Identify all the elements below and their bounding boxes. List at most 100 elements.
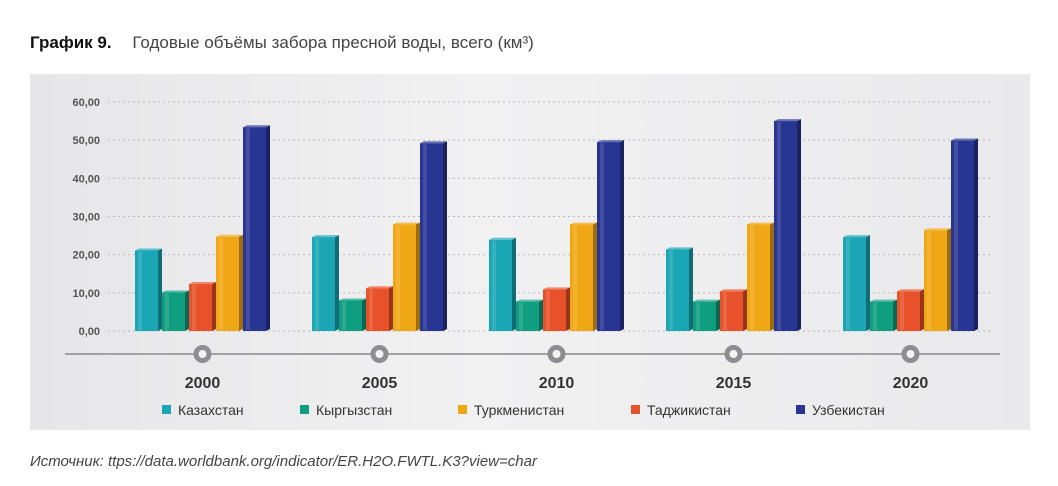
legend-label: Туркменистан xyxy=(474,402,564,418)
legend-label: Казахстан xyxy=(178,402,244,418)
legend-label: Кыргызстан xyxy=(316,402,392,418)
bar-side xyxy=(866,235,870,331)
bar-top xyxy=(693,299,720,302)
chart-panel: 0,00 10,00 20,00 30,00 40,00 50,00 60,00 2000 20… xyxy=(30,74,1030,430)
bar-side xyxy=(893,299,897,331)
bar-top xyxy=(870,299,897,302)
bar-highlight xyxy=(519,302,523,330)
bar-top xyxy=(420,141,447,144)
bar-highlight xyxy=(669,250,673,330)
bar-top xyxy=(489,237,516,240)
bar-side xyxy=(362,298,366,331)
bar-highlight xyxy=(954,141,958,330)
figure-title: Годовые объёмы забора пресной воды, всег… xyxy=(132,33,534,52)
bar-side xyxy=(920,289,924,331)
bar-top xyxy=(366,286,393,289)
bar-highlight xyxy=(315,238,319,330)
bar-side xyxy=(443,141,447,331)
bar-top xyxy=(339,298,366,301)
bar-highlight xyxy=(192,285,196,330)
bar-highlight xyxy=(573,225,577,330)
bar-side xyxy=(689,247,693,331)
bar-highlight xyxy=(423,144,427,330)
bar-top xyxy=(570,222,597,225)
bar-top xyxy=(216,234,243,237)
bar-highlight xyxy=(873,302,877,330)
bar-side xyxy=(416,222,420,331)
legend-swatch xyxy=(796,405,805,414)
legend-label: Таджикистан xyxy=(647,402,731,418)
bar-top xyxy=(666,247,693,250)
bar-side xyxy=(743,289,747,331)
bar-highlight xyxy=(369,289,373,330)
y-tick-label: 30,00 xyxy=(72,212,100,224)
y-tick-label: 20,00 xyxy=(72,250,100,262)
x-tick-label: 2015 xyxy=(716,375,752,392)
timeline-marker-hole xyxy=(729,350,738,358)
bar-side xyxy=(593,222,597,331)
bar-top xyxy=(924,228,951,231)
bar-side xyxy=(512,237,516,331)
y-tick-label: 40,00 xyxy=(72,173,100,185)
bar-highlight xyxy=(900,292,904,330)
bar-highlight xyxy=(696,302,700,330)
bar-top xyxy=(951,138,978,141)
bar-top xyxy=(243,125,270,128)
bar-highlight xyxy=(927,231,931,330)
bar-top xyxy=(747,222,774,225)
bar-side xyxy=(620,140,624,331)
bar-top xyxy=(135,248,162,251)
bar-side xyxy=(158,248,162,331)
bar-side xyxy=(335,235,339,331)
bar-highlight xyxy=(342,301,346,330)
bar-highlight xyxy=(600,143,604,330)
bar-top xyxy=(774,119,801,122)
legend-swatch xyxy=(631,405,640,414)
source-note: Источник: ttps://data.worldbank.org/indi… xyxy=(30,453,537,470)
bar-top xyxy=(516,299,543,302)
bar-side xyxy=(566,287,570,331)
bar-side xyxy=(539,299,543,331)
bar-top xyxy=(843,235,870,238)
bar-highlight xyxy=(165,293,169,330)
bar-highlight xyxy=(219,237,223,330)
bar-side xyxy=(239,234,243,331)
bar-highlight xyxy=(246,128,250,330)
bar-side xyxy=(947,228,951,331)
bar-side xyxy=(266,125,270,331)
bar-chart: 0,00 10,00 20,00 30,00 40,00 50,00 60,00 2000 20… xyxy=(65,97,1000,418)
timeline-marker-hole xyxy=(375,350,384,358)
bar-highlight xyxy=(777,122,781,330)
bar-top xyxy=(720,289,747,292)
bar-side xyxy=(797,119,801,331)
bar-side xyxy=(389,286,393,331)
legend-swatch xyxy=(300,405,309,414)
x-tick-label: 2000 xyxy=(185,375,221,392)
bar-top xyxy=(543,287,570,290)
legend-swatch xyxy=(458,405,467,414)
bar-side xyxy=(212,282,216,331)
bar-top xyxy=(897,289,924,292)
bar-top xyxy=(189,282,216,285)
bar-highlight xyxy=(396,225,400,330)
bar-highlight xyxy=(546,290,550,330)
legend-swatch xyxy=(162,405,171,414)
bar-side xyxy=(770,222,774,331)
y-tick-label: 0,00 xyxy=(79,326,100,338)
x-tick-label: 2005 xyxy=(362,375,398,392)
timeline-marker-hole xyxy=(906,350,915,358)
y-tick-label: 10,00 xyxy=(72,288,100,300)
legend-label: Узбекистан xyxy=(812,402,885,418)
bar-side xyxy=(185,290,189,331)
bar-highlight xyxy=(846,238,850,330)
bar-highlight xyxy=(492,240,496,330)
timeline-marker-hole xyxy=(198,350,207,358)
x-tick-label: 2020 xyxy=(893,375,929,392)
x-tick-label: 2010 xyxy=(539,375,575,392)
bar-top xyxy=(312,235,339,238)
y-tick-label: 60,00 xyxy=(72,97,100,109)
figure-number: График 9. xyxy=(30,33,112,52)
figure-heading: График 9. Годовые объёмы забора пресной … xyxy=(30,33,534,53)
bar-highlight xyxy=(138,251,142,330)
bar-side xyxy=(716,299,720,331)
